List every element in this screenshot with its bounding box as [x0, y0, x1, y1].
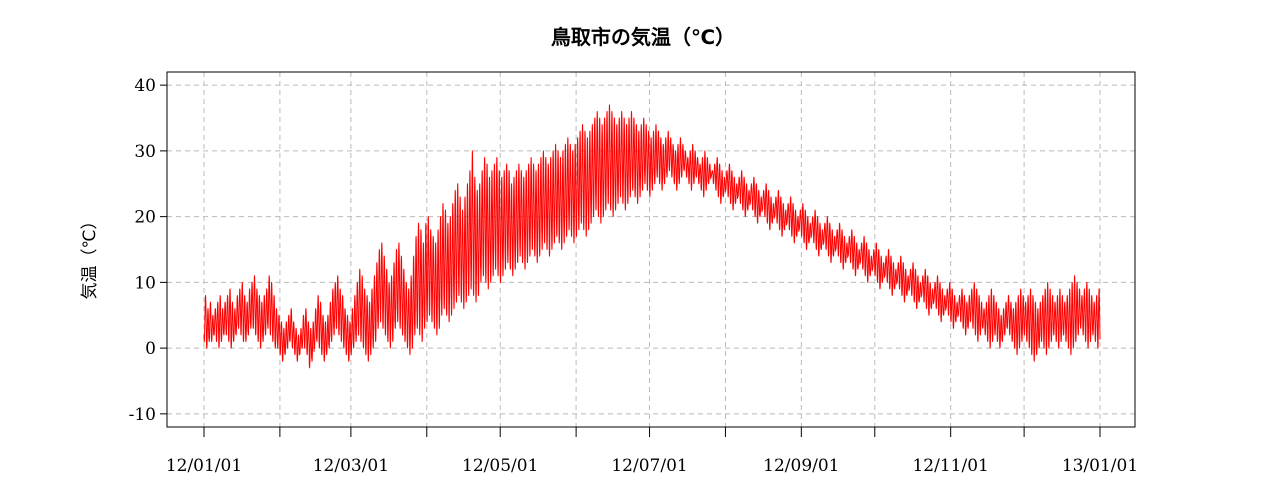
y-tick-label: -10 [129, 405, 156, 425]
y-tick-label: 40 [134, 76, 156, 96]
y-tick-label: 0 [145, 339, 156, 359]
y-axis-label: 気温（℃） [80, 212, 100, 299]
y-axis: -10 0 10 20 30 40 [129, 76, 167, 425]
y-tick-label: 10 [134, 273, 156, 293]
y-tick-label: 30 [134, 142, 156, 162]
plot-area-frame [166, 71, 1136, 428]
series-temperature [203, 104, 1101, 369]
grid-lines [167, 72, 1135, 427]
x-tick-label: 12/03/01 [313, 456, 389, 476]
x-tick-label: 12/09/01 [763, 456, 839, 476]
x-tick-label: 12/11/01 [912, 456, 988, 476]
series-line-temperature [203, 104, 1101, 369]
x-axis: 12/01/01 12/03/01 12/05/01 12/07/01 12/09/01… [166, 427, 1138, 476]
x-tick-label: 12/07/01 [611, 456, 687, 476]
x-tick-label: 12/01/01 [166, 456, 242, 476]
y-tick-label: 20 [134, 208, 156, 228]
x-tick-label: 12/05/01 [462, 456, 538, 476]
chart-title: 鳥取市の気温（℃） [551, 25, 735, 49]
x-tick-label: 13/01/01 [1062, 456, 1138, 476]
